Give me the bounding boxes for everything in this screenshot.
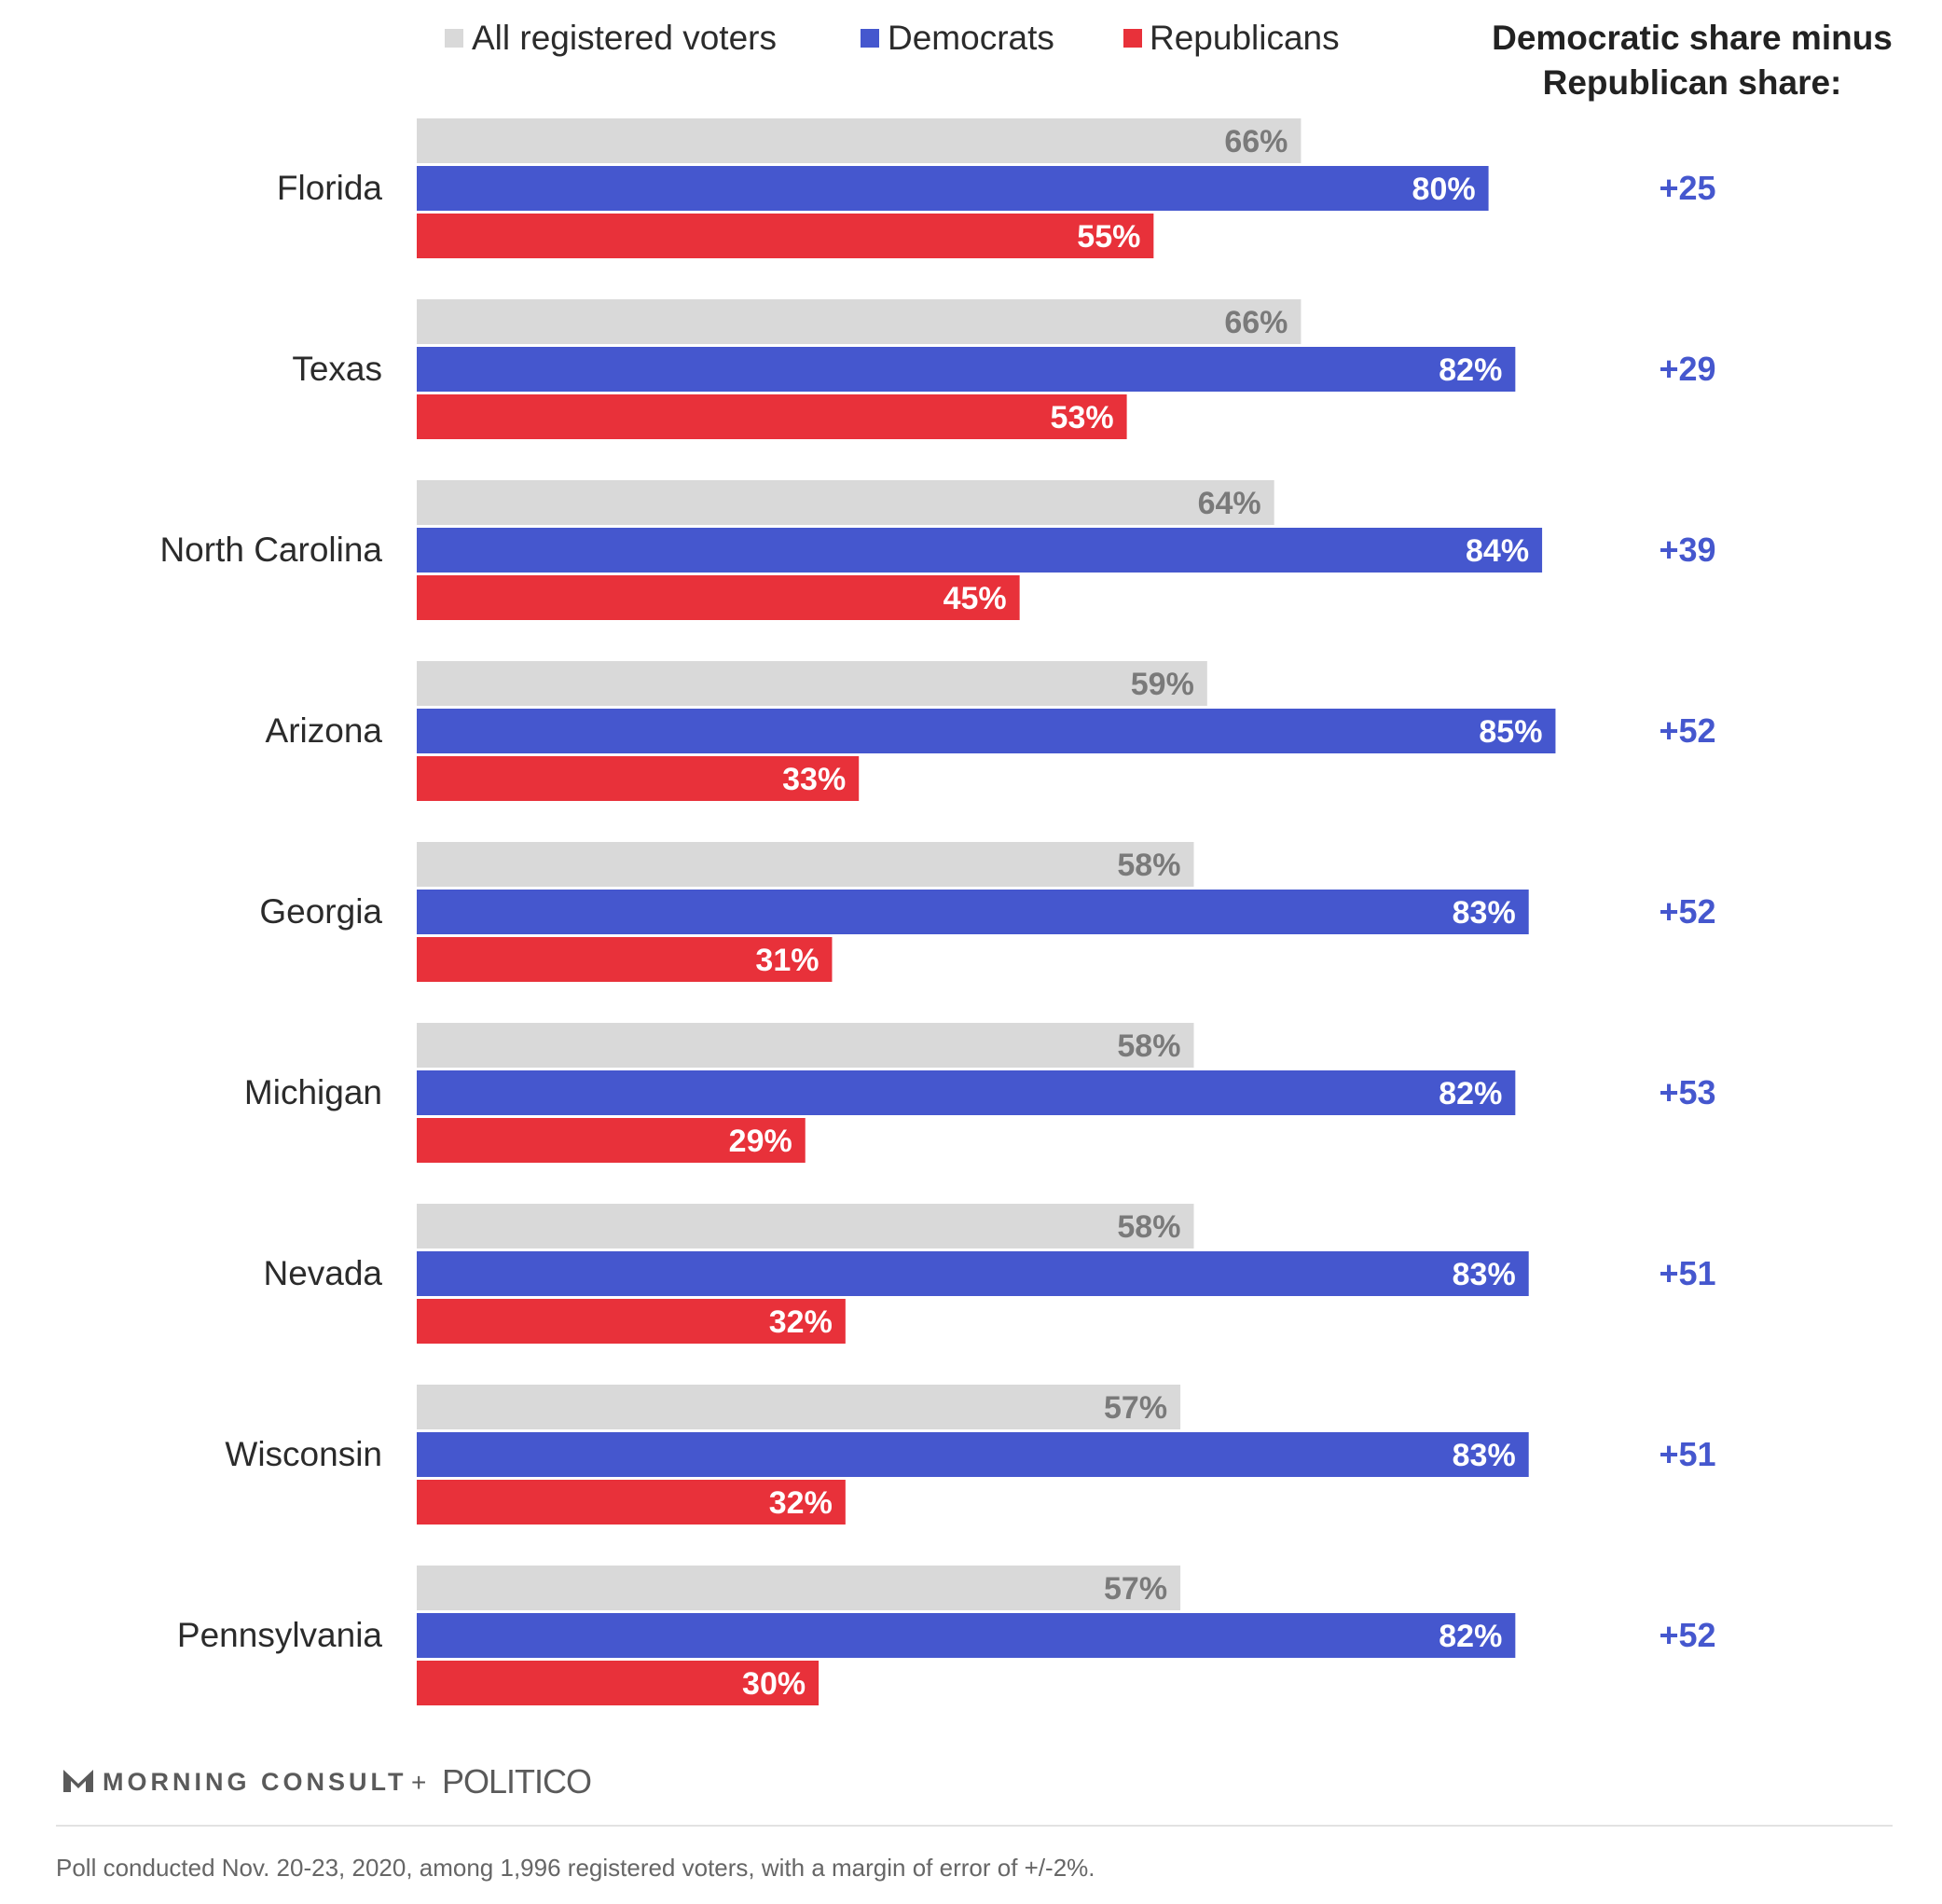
state-row: Georgia 58% 83% 31% +52 [259, 842, 1716, 982]
bar-value-label: 84% [1466, 533, 1529, 569]
bar-democrats [417, 1070, 1516, 1115]
bar-value-label: 32% [769, 1485, 833, 1521]
bar-value-label: 66% [1224, 305, 1288, 340]
bar-republicans [417, 214, 1154, 258]
category-label: Georgia [259, 892, 382, 931]
bar-republicans [417, 394, 1127, 439]
category-label: Michigan [244, 1073, 382, 1111]
bar-value-label: 58% [1117, 1209, 1180, 1245]
politico-logo-text: POLITICO [442, 1762, 591, 1801]
chart-rows: Florida 66% 80% 55% +25 Texas 66% 82% 53% +29 Nort… [159, 118, 1716, 1705]
category-label: Arizona [266, 711, 383, 750]
bar-value-label: 85% [1479, 714, 1542, 750]
state-row: Michigan 58% 82% 29% +53 [244, 1023, 1716, 1163]
bar-democrats [417, 166, 1489, 211]
legend: All registered voters Democrats Republican… [445, 19, 1340, 57]
bar-all-voters [417, 842, 1194, 887]
bar-all-voters [417, 661, 1207, 706]
logo-plus: + [411, 1768, 426, 1797]
difference-value: +52 [1659, 711, 1715, 750]
difference-value: +25 [1659, 169, 1715, 207]
state-row: Arizona 59% 85% 33% +52 [266, 661, 1716, 801]
bar-value-label: 45% [943, 581, 1007, 616]
bar-republicans [417, 1480, 846, 1525]
state-row: Texas 66% 82% 53% +29 [292, 299, 1716, 439]
bar-all-voters [417, 118, 1302, 163]
bar-value-label: 83% [1453, 895, 1516, 931]
category-label: Pennsylvania [177, 1616, 383, 1654]
bar-all-voters [417, 1385, 1181, 1429]
bar-value-label: 32% [769, 1304, 833, 1340]
category-label: North Carolina [159, 531, 382, 569]
bar-value-label: 29% [729, 1124, 792, 1159]
footnote: Poll conducted Nov. 20-23, 2020, among 1… [56, 1854, 1095, 1882]
bar-all-voters [417, 1023, 1194, 1068]
difference-header-line-0: Democratic share minus [1492, 19, 1893, 57]
bar-democrats [417, 347, 1516, 392]
difference-header: Democratic share minus Republican share: [1492, 19, 1893, 102]
bar-value-label: 58% [1117, 848, 1180, 883]
legend-swatch-2 [1123, 29, 1142, 48]
category-label: Wisconsin [225, 1435, 382, 1473]
legend-label-2: Republicans [1150, 19, 1340, 57]
morning-consult-logo-icon [63, 1770, 93, 1792]
bar-republicans [417, 575, 1020, 620]
legend-label-0: All registered voters [472, 19, 777, 57]
morning-consult-logo-text: MORNING CONSULT [103, 1768, 406, 1796]
bar-democrats [417, 528, 1543, 573]
bar-value-label: 57% [1104, 1390, 1167, 1426]
bar-all-voters [417, 1204, 1194, 1249]
bar-value-label: 82% [1439, 1076, 1502, 1111]
difference-header-line-1: Republican share: [1543, 63, 1842, 102]
bar-value-label: 58% [1117, 1028, 1180, 1064]
bar-value-label: 53% [1051, 400, 1114, 435]
legend-swatch-0 [445, 29, 463, 48]
bar-value-label: 55% [1077, 219, 1140, 255]
bar-value-label: 82% [1439, 1619, 1502, 1654]
bar-value-label: 83% [1453, 1438, 1516, 1473]
category-label: Nevada [263, 1254, 382, 1292]
bar-value-label: 57% [1104, 1571, 1167, 1607]
category-label: Texas [292, 350, 382, 388]
bar-value-label: 59% [1131, 667, 1194, 702]
bar-value-label: 83% [1453, 1257, 1516, 1292]
legend-swatch-1 [861, 29, 879, 48]
state-row: Wisconsin 57% 83% 32% +51 [225, 1385, 1716, 1525]
state-row: Florida 66% 80% 55% +25 [277, 118, 1716, 258]
bar-democrats [417, 890, 1529, 934]
difference-value: +51 [1659, 1435, 1715, 1473]
bar-republicans [417, 756, 860, 801]
bar-value-label: 30% [742, 1666, 806, 1702]
bar-republicans [417, 1118, 806, 1163]
bar-all-voters [417, 299, 1302, 344]
state-row: Pennsylvania 57% 82% 30% +52 [177, 1566, 1716, 1705]
state-row: North Carolina 64% 84% 45% +39 [159, 480, 1716, 620]
difference-value: +53 [1659, 1073, 1715, 1111]
bar-republicans [417, 1299, 846, 1344]
bar-value-label: 80% [1412, 172, 1476, 207]
bar-value-label: 31% [755, 943, 819, 978]
difference-value: +51 [1659, 1254, 1715, 1292]
bar-value-label: 33% [782, 762, 846, 797]
difference-value: +52 [1659, 892, 1715, 931]
bar-value-label: 64% [1198, 486, 1261, 521]
bar-democrats [417, 1613, 1516, 1658]
bar-democrats [417, 1432, 1529, 1477]
state-row: Nevada 58% 83% 32% +51 [263, 1204, 1716, 1344]
legend-label-1: Democrats [888, 19, 1054, 57]
bar-all-voters [417, 480, 1274, 525]
bar-value-label: 82% [1439, 352, 1502, 388]
bar-republicans [417, 1661, 819, 1705]
bar-democrats [417, 709, 1556, 753]
bar-value-label: 66% [1224, 124, 1288, 159]
difference-value: +29 [1659, 350, 1715, 388]
category-label: Florida [277, 169, 383, 207]
bar-democrats [417, 1251, 1529, 1296]
bar-all-voters [417, 1566, 1181, 1610]
bar-republicans [417, 937, 833, 982]
difference-value: +52 [1659, 1616, 1715, 1654]
footer-logo: MORNING CONSULT + POLITICO [63, 1762, 592, 1801]
difference-value: +39 [1659, 531, 1715, 569]
